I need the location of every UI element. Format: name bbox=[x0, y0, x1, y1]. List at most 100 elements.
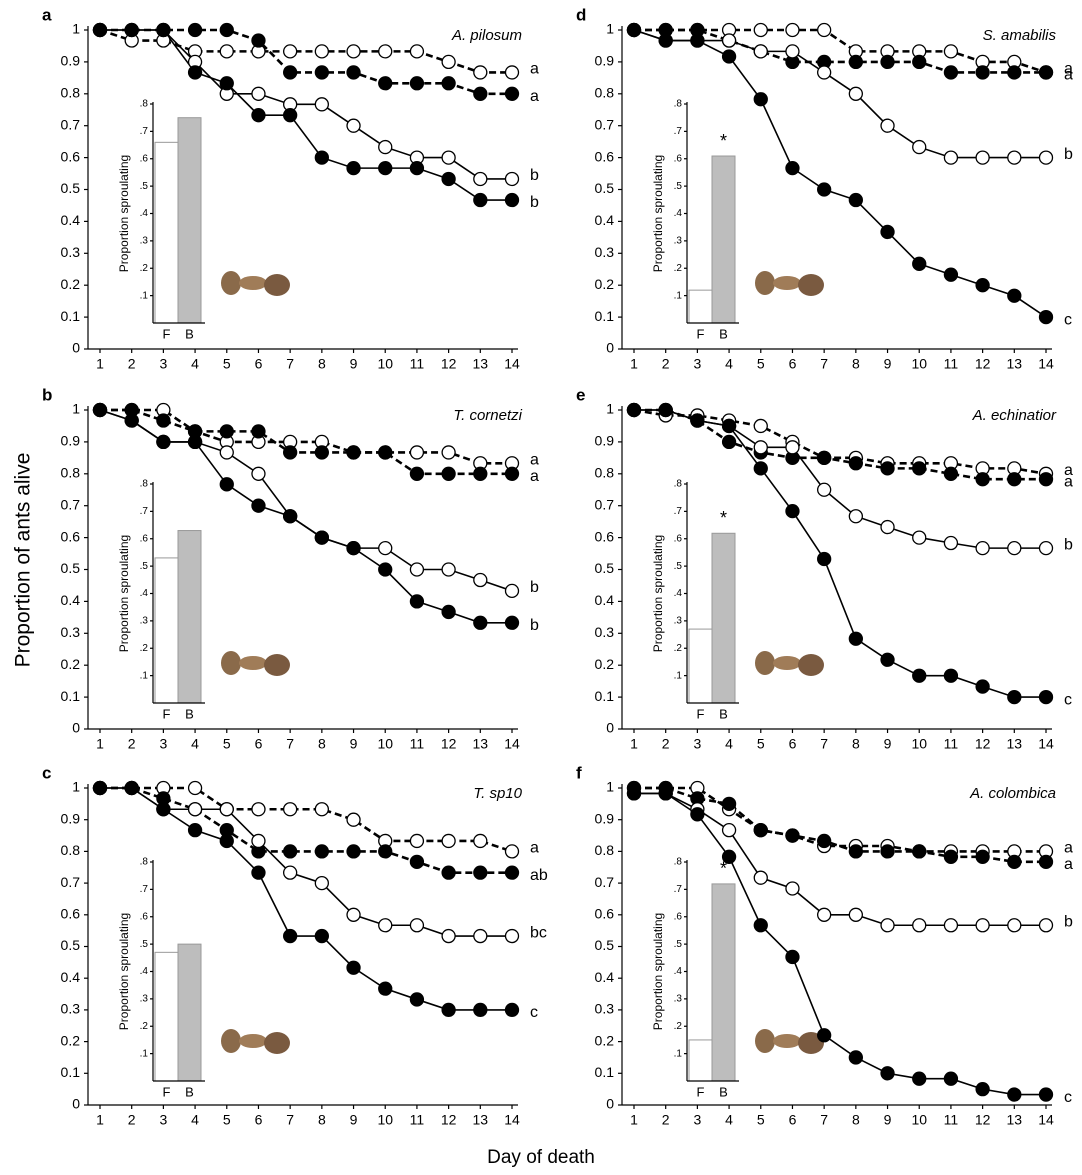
series-marker bbox=[848, 509, 863, 524]
x-tick-label: 9 bbox=[350, 736, 358, 752]
series-marker bbox=[943, 918, 959, 933]
y-tick-label: 0.1 bbox=[595, 1064, 615, 1080]
panel-letter: e bbox=[576, 385, 585, 404]
group-label: b bbox=[1064, 146, 1073, 163]
series-marker bbox=[817, 833, 832, 849]
series-marker bbox=[346, 812, 361, 827]
y-tick-label: 0 bbox=[606, 1096, 614, 1112]
panel-title: T. sp10 bbox=[473, 785, 522, 802]
series-marker bbox=[1007, 540, 1022, 556]
ant-icon bbox=[773, 276, 801, 290]
x-tick-label: 4 bbox=[725, 356, 733, 372]
series-marker bbox=[378, 844, 393, 859]
series-marker bbox=[1038, 472, 1054, 487]
inset-bar bbox=[711, 532, 736, 704]
y-tick-label: 0.1 bbox=[61, 1064, 81, 1080]
series-line bbox=[633, 29, 1046, 159]
series-marker bbox=[409, 594, 425, 609]
x-tick-label: 6 bbox=[255, 736, 263, 752]
series-marker bbox=[912, 256, 927, 271]
series-marker bbox=[975, 278, 990, 293]
x-tick-label: 5 bbox=[757, 356, 765, 372]
inset-tick-label: .4 bbox=[674, 208, 683, 219]
series-marker bbox=[346, 907, 361, 922]
series-marker bbox=[1038, 689, 1054, 705]
y-tick-label: 0.9 bbox=[595, 810, 615, 826]
series-marker bbox=[721, 849, 737, 864]
series-marker bbox=[251, 33, 266, 48]
series-marker bbox=[1038, 854, 1054, 870]
series-marker bbox=[346, 160, 361, 176]
series-marker bbox=[346, 540, 361, 556]
inset-tick-label: .2 bbox=[674, 643, 683, 654]
series-marker bbox=[346, 960, 361, 975]
series-marker bbox=[1038, 540, 1054, 556]
group-label: a bbox=[530, 88, 539, 105]
series-marker bbox=[378, 76, 393, 91]
series-marker bbox=[658, 786, 673, 801]
inset-tick-label: .6 bbox=[140, 153, 149, 164]
x-tick-label: 4 bbox=[191, 1112, 199, 1128]
series-marker bbox=[880, 652, 895, 667]
series-marker bbox=[473, 171, 488, 187]
series-marker bbox=[943, 668, 959, 683]
series-marker bbox=[314, 97, 329, 112]
x-tick-label: 7 bbox=[286, 736, 294, 752]
ant-icon bbox=[221, 651, 241, 675]
inset-tick-label: .2 bbox=[140, 1021, 149, 1032]
x-tick-label: 5 bbox=[757, 736, 765, 752]
series-marker bbox=[409, 160, 425, 176]
series-marker bbox=[912, 139, 927, 155]
series-marker bbox=[346, 44, 361, 59]
series-marker bbox=[219, 424, 234, 439]
series-marker bbox=[187, 780, 203, 796]
group-label: a bbox=[1064, 61, 1073, 78]
x-tick-label: 6 bbox=[255, 1112, 263, 1128]
x-tick-label: 2 bbox=[662, 356, 670, 372]
y-tick-label: 0.5 bbox=[595, 180, 615, 196]
x-tick-label: 2 bbox=[662, 1112, 670, 1128]
x-tick-label: 2 bbox=[128, 356, 136, 372]
inset-tick-label: .1 bbox=[674, 670, 683, 681]
ant-icon bbox=[264, 274, 290, 296]
series-marker bbox=[219, 833, 234, 849]
series-marker bbox=[817, 551, 832, 567]
group-label: ab bbox=[530, 867, 548, 884]
series-marker bbox=[378, 44, 393, 59]
y-tick-label: 0.1 bbox=[595, 308, 615, 324]
x-tick-label: 11 bbox=[410, 1112, 425, 1128]
inset-y-label: Proportion sproulating bbox=[651, 535, 665, 652]
panel-title: A. pilosum bbox=[451, 27, 522, 44]
series-marker bbox=[753, 418, 768, 434]
series-marker bbox=[92, 402, 108, 418]
inset-tick-label: .7 bbox=[140, 506, 149, 517]
inset-tick-label: .6 bbox=[140, 911, 149, 922]
inset-bar bbox=[154, 141, 179, 324]
inset-tick-label: .7 bbox=[140, 126, 149, 137]
inset-tick-label: .7 bbox=[674, 126, 683, 137]
series-marker bbox=[219, 477, 234, 492]
x-tick-label: 13 bbox=[1007, 1112, 1023, 1128]
x-tick-label: 7 bbox=[820, 1112, 828, 1128]
series-marker bbox=[504, 865, 520, 880]
x-tick-label: 14 bbox=[504, 736, 520, 752]
x-tick-label: 3 bbox=[159, 736, 167, 752]
series-marker bbox=[473, 865, 488, 880]
inset-y-label: Proportion sproulating bbox=[117, 913, 131, 1030]
x-tick-label: 14 bbox=[504, 1112, 520, 1128]
series-marker bbox=[817, 450, 832, 466]
series-marker bbox=[785, 881, 800, 896]
series-marker bbox=[848, 1050, 863, 1065]
x-tick-label: 4 bbox=[725, 736, 733, 752]
series-marker bbox=[187, 22, 203, 38]
y-tick-label: 0 bbox=[606, 720, 614, 736]
series-marker bbox=[785, 949, 800, 965]
series-marker bbox=[283, 65, 298, 80]
group-label: a bbox=[1064, 473, 1073, 490]
ant-icon bbox=[221, 1029, 241, 1053]
series-marker bbox=[283, 865, 298, 880]
y-tick-label: 0.7 bbox=[61, 116, 81, 132]
series-marker bbox=[912, 918, 927, 933]
series-marker bbox=[187, 65, 203, 80]
